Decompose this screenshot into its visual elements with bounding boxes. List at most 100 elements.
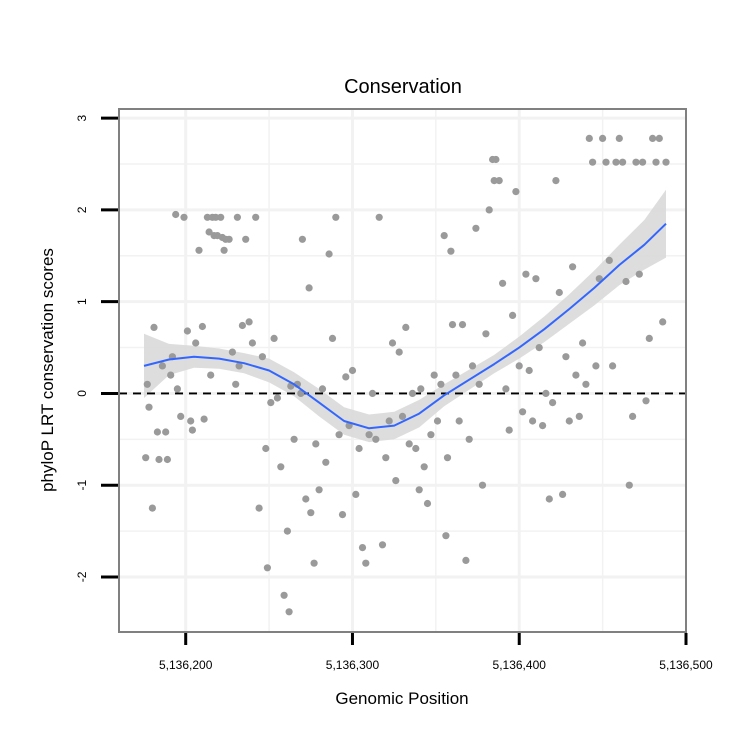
data-point-154 [602, 158, 610, 166]
data-point-79 [362, 559, 370, 567]
data-point-159 [619, 158, 627, 166]
data-point-43 [252, 213, 260, 221]
data-point-17 [187, 417, 195, 425]
data-point-75 [348, 366, 357, 375]
data-point-86 [385, 417, 393, 425]
chart-title: Conservation [344, 76, 462, 98]
data-point-63 [310, 559, 318, 567]
data-point-10 [167, 371, 175, 379]
data-point-71 [335, 431, 343, 439]
data-point-145 [572, 371, 580, 379]
data-point-165 [639, 158, 647, 166]
data-point-64 [312, 440, 320, 448]
data-point-28 [212, 213, 220, 221]
data-point-41 [245, 318, 253, 326]
data-point-99 [427, 431, 435, 439]
data-point-157 [612, 158, 620, 166]
data-point-54 [285, 608, 293, 616]
data-point-143 [565, 417, 573, 425]
confidence-band [144, 189, 666, 443]
data-point-76 [352, 490, 360, 498]
data-point-169 [652, 158, 660, 166]
confidence-band-layer [144, 189, 666, 443]
y-axis-title: phyloP LRT conservation scores [38, 248, 57, 492]
x-tick-label-3: 5,136,500 [659, 658, 713, 672]
data-point-48 [267, 399, 275, 407]
data-point-18 [188, 426, 196, 434]
data-point-22 [200, 415, 208, 423]
data-point-12 [172, 210, 180, 219]
data-point-7 [158, 362, 166, 370]
data-point-5 [153, 428, 161, 436]
x-tick-label-1: 5,136,300 [326, 658, 380, 672]
data-point-170 [655, 134, 663, 142]
data-point-144 [569, 263, 577, 271]
data-point-105 [443, 454, 452, 462]
data-point-127 [512, 188, 520, 196]
data-point-161 [625, 481, 633, 489]
data-point-20 [195, 246, 203, 254]
data-point-164 [635, 270, 643, 278]
data-point-150 [589, 158, 597, 166]
data-point-49 [270, 334, 278, 342]
data-point-102 [437, 380, 445, 388]
data-point-90 [398, 412, 407, 420]
data-point-147 [579, 339, 587, 347]
y-tick-label-1: -1 [75, 480, 89, 491]
data-point-93 [408, 389, 417, 397]
data-point-88 [392, 477, 400, 485]
data-point-39 [238, 321, 246, 330]
data-point-171 [659, 318, 667, 326]
data-point-146 [575, 412, 583, 420]
data-point-50 [273, 394, 281, 402]
data-point-46 [262, 444, 270, 453]
data-point-101 [433, 417, 442, 425]
data-point-156 [609, 362, 617, 370]
data-point-56 [290, 435, 298, 443]
data-point-8 [162, 428, 170, 436]
data-point-166 [642, 397, 650, 405]
data-point-130 [522, 270, 530, 278]
data-point-40 [242, 235, 250, 243]
data-point-35 [228, 348, 236, 356]
data-point-84 [378, 541, 387, 549]
data-point-70 [332, 213, 340, 221]
data-point-111 [462, 556, 470, 565]
data-point-104 [442, 532, 450, 540]
data-point-153 [599, 134, 607, 142]
data-point-128 [515, 362, 523, 370]
data-point-69 [328, 334, 337, 342]
data-point-138 [549, 399, 557, 407]
data-point-45 [258, 353, 266, 361]
data-point-66 [318, 385, 327, 393]
data-point-139 [552, 177, 560, 185]
data-point-83 [375, 213, 383, 221]
data-point-81 [368, 389, 377, 397]
data-point-44 [255, 504, 263, 512]
data-point-52 [280, 591, 288, 599]
data-point-53 [283, 527, 291, 535]
data-point-118 [485, 206, 493, 214]
data-point-91 [402, 323, 410, 331]
data-point-136 [542, 389, 550, 397]
data-point-125 [505, 426, 513, 434]
y-tick-label-4: 2 [75, 206, 89, 213]
data-point-135 [539, 422, 547, 430]
data-point-121 [492, 155, 500, 164]
data-point-129 [519, 408, 527, 416]
data-point-37 [233, 213, 241, 221]
data-point-62 [307, 509, 315, 517]
data-point-140 [555, 288, 563, 297]
data-point-47 [263, 564, 271, 572]
data-point-163 [632, 158, 640, 166]
data-point-80 [365, 431, 373, 439]
data-point-113 [468, 362, 477, 370]
data-point-115 [475, 380, 483, 388]
data-point-19 [192, 339, 200, 347]
points-layer [142, 134, 670, 616]
data-point-131 [525, 366, 533, 375]
data-point-162 [629, 412, 637, 420]
data-point-167 [645, 334, 653, 342]
y-tick-label-2: 0 [75, 390, 89, 397]
data-point-77 [355, 444, 363, 453]
